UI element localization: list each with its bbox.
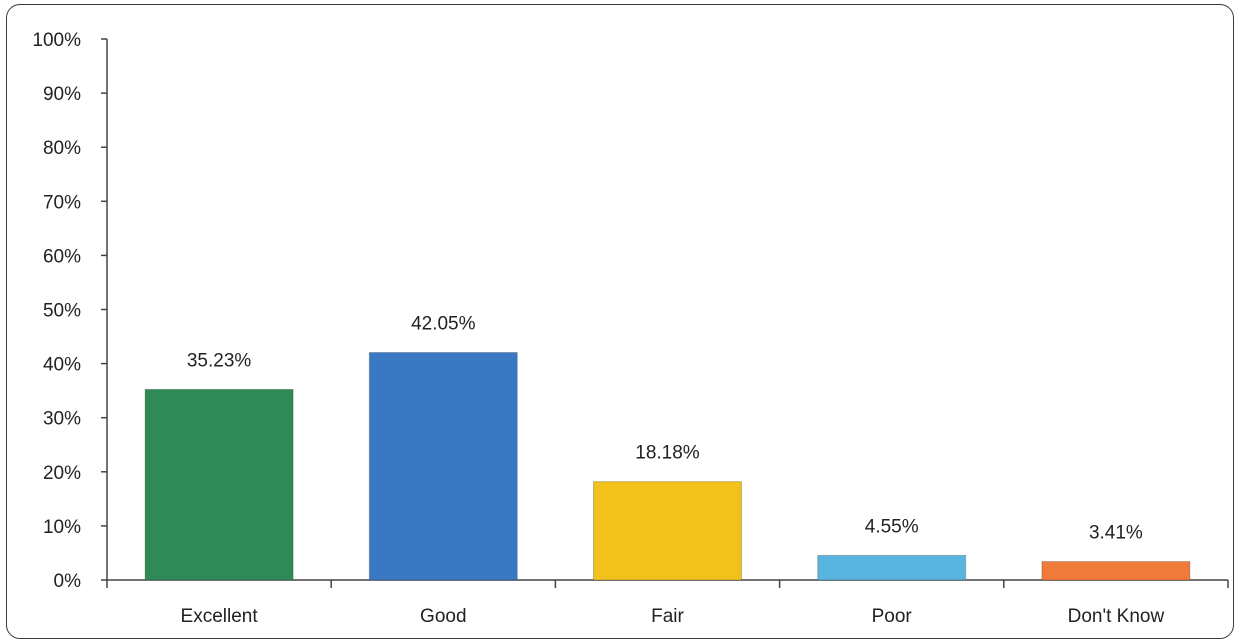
category-label: Good	[420, 606, 466, 627]
data-label: 3.41%	[1089, 523, 1143, 544]
bar-excellent	[144, 388, 294, 581]
y-tick-label: 30%	[43, 409, 81, 430]
bar-fair	[593, 481, 742, 581]
y-tick-label: 40%	[43, 355, 81, 376]
data-label: 4.55%	[865, 516, 919, 537]
y-tick-label: 50%	[43, 301, 81, 322]
bar-good	[368, 352, 518, 581]
category-label: Poor	[872, 606, 913, 627]
y-tick-label: 0%	[54, 571, 82, 592]
bar-poor	[817, 554, 967, 581]
data-label: 18.18%	[635, 443, 700, 464]
category-label: Don't Know	[1068, 606, 1165, 627]
y-tick-label: 20%	[43, 463, 81, 484]
data-label: 42.05%	[411, 314, 476, 335]
bar-don-t-know	[1041, 561, 1191, 581]
y-tick-label: 10%	[43, 517, 81, 538]
y-tick-label: 70%	[43, 192, 81, 213]
category-label: Excellent	[181, 606, 259, 627]
y-tick-label: 80%	[43, 138, 81, 159]
y-tick-label: 60%	[43, 246, 81, 267]
category-label: Fair	[651, 606, 684, 627]
data-label: 35.23%	[187, 350, 252, 371]
y-tick-label: 90%	[43, 84, 81, 105]
y-tick-label: 100%	[32, 30, 81, 51]
